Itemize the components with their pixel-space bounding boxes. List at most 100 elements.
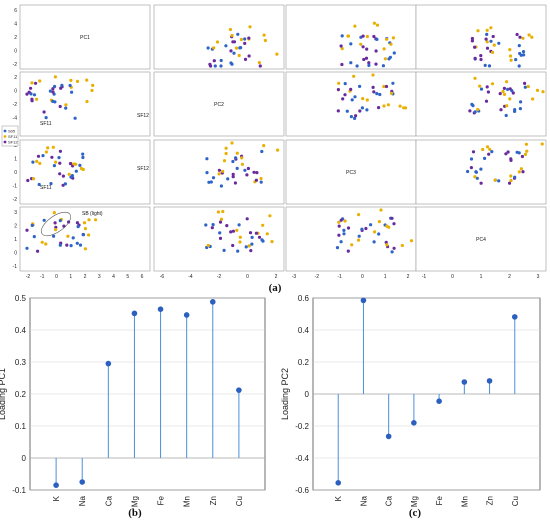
x-tick-label: 3: [98, 274, 101, 280]
stem-marker-Zn: [486, 378, 493, 384]
scatter-point: [73, 116, 77, 120]
scatter-point: [521, 36, 525, 40]
scatter-point: [340, 34, 344, 38]
y-tick-label: 0.1: [15, 422, 27, 431]
scatter-point: [339, 240, 343, 244]
scatter-point: [226, 177, 230, 181]
scatter-point: [32, 235, 36, 239]
scatter-point: [52, 164, 57, 168]
x-tick-label: Fe: [157, 495, 166, 505]
scatter-point: [265, 232, 269, 236]
stem-marker-Na: [360, 297, 367, 304]
scatter-point: [501, 89, 505, 94]
scatter-point: [81, 167, 85, 172]
scatter-point: [341, 97, 345, 101]
scatter-point: [238, 235, 242, 239]
scatter-point: [35, 159, 39, 163]
y-tick-label: -1: [13, 184, 18, 190]
scatter-cell-0-1: [153, 4, 285, 70]
scatter-point: [499, 108, 503, 112]
scatter-point: [252, 170, 256, 174]
scatter-point: [67, 172, 71, 176]
y-tick-label: -0.1: [12, 486, 26, 495]
x-tick-label: 1: [384, 274, 387, 280]
scatter-cell-3-3: [415, 206, 547, 272]
scatter-point: [362, 57, 366, 62]
scatter-point: [44, 116, 48, 120]
scatter-point: [75, 79, 80, 83]
y-axis-label: Loading PC2: [280, 368, 290, 420]
y-tick-label: 2: [14, 75, 17, 81]
scatter-point: [31, 177, 36, 181]
scatter-point: [527, 33, 531, 37]
scatter-point: [50, 155, 54, 159]
scatter-matrix: PC1 PC2 PC3 PC4 -2 -1 0 1 2 3 4 5 6 -6 -4 -2 0 2 -3 -2 -1 0 1 2…: [1, 4, 547, 280]
scatter-point: [372, 21, 376, 25]
scatter-point: [337, 81, 341, 85]
scatter-point: [515, 150, 519, 154]
scatter-point: [243, 168, 247, 172]
scatter-point: [228, 27, 232, 32]
scatter-point: [58, 149, 63, 153]
scatter-point: [525, 149, 529, 153]
scatter-point: [517, 170, 521, 174]
scatter-point: [375, 23, 380, 27]
x-tick-label: 2: [84, 274, 87, 280]
scatter-point: [350, 98, 354, 102]
scatter-point: [232, 51, 236, 55]
scatter-point: [64, 106, 68, 110]
scatter-point: [484, 37, 488, 41]
scatter-point: [506, 87, 510, 91]
scatter-point: [254, 178, 258, 182]
scatter-point: [466, 169, 470, 174]
scatter-point: [237, 223, 241, 227]
scatter-point: [255, 171, 259, 175]
scatter-point: [337, 233, 341, 237]
x-tick-label: -3: [292, 274, 297, 280]
scatter-point: [209, 64, 213, 68]
scatter-point: [485, 145, 490, 149]
scatter-point: [221, 209, 225, 214]
y-tick-label: -2: [13, 62, 18, 68]
y-tick-label: 1: [14, 157, 17, 163]
scatter-point: [479, 167, 483, 171]
scatter-point: [340, 62, 344, 67]
scatter-point: [44, 242, 48, 246]
scatter-point: [390, 250, 394, 254]
scatter-point: [342, 228, 346, 232]
scatter-point: [513, 175, 517, 179]
scatter-point: [262, 144, 266, 148]
scatter-point: [254, 231, 258, 235]
scatter-point: [498, 92, 502, 96]
scatter-point: [81, 155, 85, 160]
scatter-point: [69, 78, 73, 82]
scatter-point: [51, 87, 55, 91]
scatter-point: [336, 88, 340, 92]
annotation: SF12: [137, 166, 149, 172]
scatter-point: [391, 81, 395, 85]
scatter-cell-2-3: [415, 139, 547, 205]
scatter-point: [515, 32, 519, 37]
scatter-point: [225, 224, 229, 228]
scatter-point: [487, 64, 492, 68]
scatter-point: [245, 173, 249, 177]
scatter-point: [247, 36, 251, 40]
x-tick-label: Mn: [183, 496, 192, 507]
scatter-point: [365, 98, 369, 102]
scatter-point: [51, 90, 55, 94]
scatter-point: [58, 243, 62, 247]
scatter-point: [75, 221, 79, 225]
scatter-cell-3-0: [19, 206, 151, 272]
scatter-point: [42, 110, 46, 114]
scatter-point: [389, 42, 393, 46]
scatter-point: [206, 46, 210, 50]
scatter-point: [53, 75, 58, 79]
scatter-point: [346, 226, 351, 230]
scatter-point: [51, 145, 55, 149]
scatter-point: [468, 109, 472, 113]
scatter-point: [81, 233, 86, 237]
scatter-point: [353, 95, 357, 99]
scatter-point: [53, 84, 57, 89]
scatter-point: [365, 108, 369, 112]
